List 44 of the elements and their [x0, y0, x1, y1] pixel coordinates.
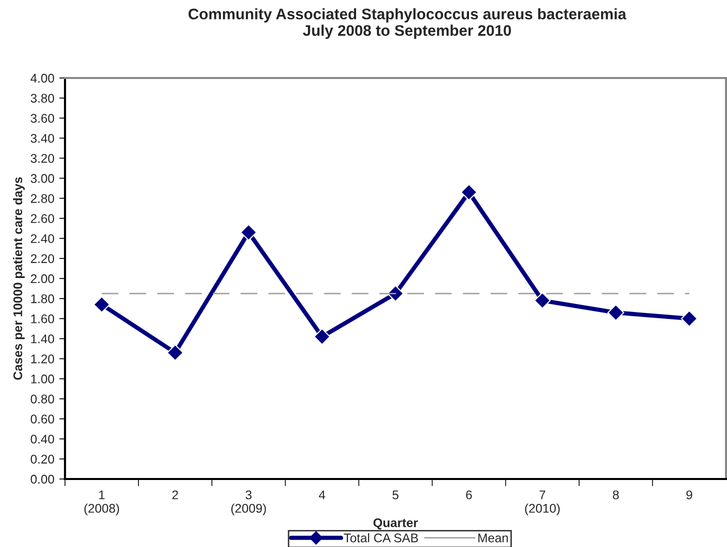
- chart-title: Community Associated Staphylococcus aureus bacteraemia July 2008 to September 2010: [188, 8, 626, 39]
- point: [166, 344, 184, 362]
- y-tick-label: 0.60: [30, 414, 54, 424]
- legend-label: Total CA SAB: [344, 533, 418, 542]
- x-axis-title: Quarter: [373, 518, 418, 530]
- y-tick-label: 0.20: [30, 454, 54, 464]
- y-tick-label: 1.00: [31, 374, 54, 384]
- x-tick-label: 9: [686, 490, 692, 500]
- y-tick-label: 3.20: [30, 154, 54, 163]
- x-tick-label: 3 (2009): [231, 490, 266, 516]
- y-tick-label: 1.60: [31, 314, 54, 324]
- x-tick-label: 2: [172, 490, 178, 500]
- y-tick-label: 2.60: [30, 214, 54, 223]
- x-tick-label: 6: [466, 490, 472, 500]
- x-tick-label: 4: [318, 490, 326, 500]
- y-tick-label: 1.40: [31, 334, 54, 344]
- point: [387, 285, 404, 302]
- y-axis-title: Cases per 10000 patient care days: [13, 177, 25, 380]
- point: [460, 184, 478, 201]
- y-tick-label: 3.80: [30, 94, 54, 103]
- point: [534, 292, 551, 309]
- point: [240, 224, 257, 241]
- y-tick-label: 2.20: [30, 254, 54, 264]
- y-tick-label: 1.80: [31, 294, 54, 304]
- y-tick-label: 4.00: [30, 74, 54, 83]
- y-tick-label: 2.80: [30, 194, 54, 203]
- x-tick-label: 1 (2008): [84, 490, 120, 516]
- point: [93, 296, 110, 313]
- x-tick-label: 8: [612, 490, 619, 500]
- y-tick-label: 0.80: [30, 394, 54, 404]
- y-tick-label: 3.60: [30, 114, 54, 123]
- y-tick-label: 0.00: [30, 474, 54, 484]
- y-tick-label: 3.40: [30, 134, 54, 143]
- x-tick-label: 7 (2010): [525, 490, 560, 516]
- x-tick-label: 5: [392, 490, 398, 500]
- point: [314, 328, 330, 346]
- point: [607, 304, 624, 321]
- point: [680, 310, 698, 327]
- y-tick-label: 1.20: [31, 354, 54, 364]
- y-tick-label: 0.40: [30, 434, 54, 444]
- legend-label: Mean: [478, 534, 508, 542]
- y-tick-label: 3.00: [30, 174, 54, 183]
- y-tick-label: 2.00: [30, 274, 54, 284]
- y-tick-label: 2.40: [30, 234, 54, 244]
